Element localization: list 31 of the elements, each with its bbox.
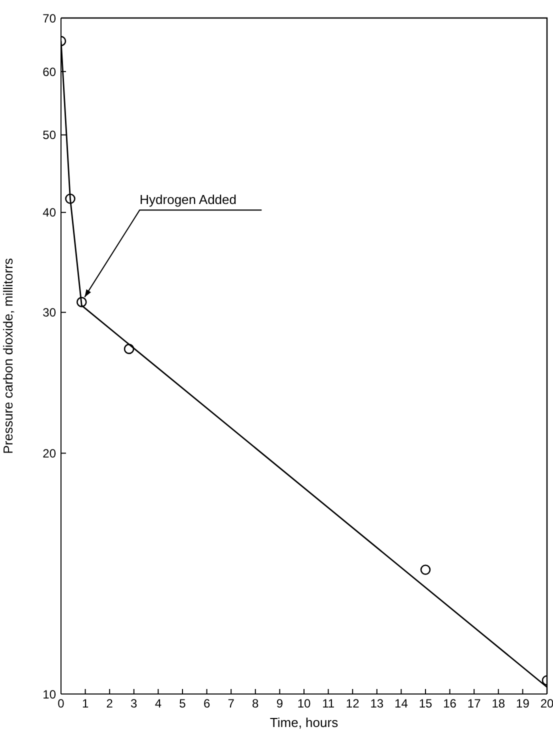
x-tick-label: 10 (297, 696, 311, 711)
x-tick-label: 18 (492, 696, 506, 711)
y-tick-label: 60 (42, 64, 56, 79)
x-tick-label: 12 (346, 696, 360, 711)
y-tick-label: 70 (42, 11, 56, 26)
annotation: Hydrogen Added (140, 192, 237, 208)
x-tick-label: 7 (228, 696, 235, 711)
x-tick-label: 1 (82, 696, 89, 711)
x-tick-label: 0 (58, 696, 65, 711)
x-tick-label: 20 (540, 696, 553, 711)
y-tick-label: 40 (42, 206, 56, 220)
x-axis-title: Time, hours (270, 715, 339, 730)
x-tick-label: 8 (252, 696, 260, 711)
x-tick-label: 14 (394, 696, 408, 711)
x-tick-label: 6 (203, 696, 210, 711)
x-tick-label: 11 (322, 696, 335, 711)
y-tick-label: 10 (42, 687, 56, 702)
x-tick-label: 17 (467, 696, 482, 711)
x-tick-label: 4 (154, 696, 162, 711)
x-tick-label: 5 (179, 696, 186, 711)
x-tick-label: 13 (370, 696, 384, 711)
x-tick-label: 16 (443, 696, 457, 711)
x-tick-label: 2 (106, 696, 114, 711)
y-axis-title: Pressure carbon dioxide, millitorrs (0, 258, 16, 454)
y-tick-label: 50 (42, 128, 56, 142)
y-tick-label: 20 (42, 446, 56, 460)
x-tick-label: 9 (276, 696, 284, 711)
y-tick-label: 30 (42, 306, 56, 320)
x-tick-label: 19 (516, 696, 530, 711)
x-tick-label: 15 (418, 696, 432, 711)
x-tick-label: 3 (130, 696, 138, 711)
